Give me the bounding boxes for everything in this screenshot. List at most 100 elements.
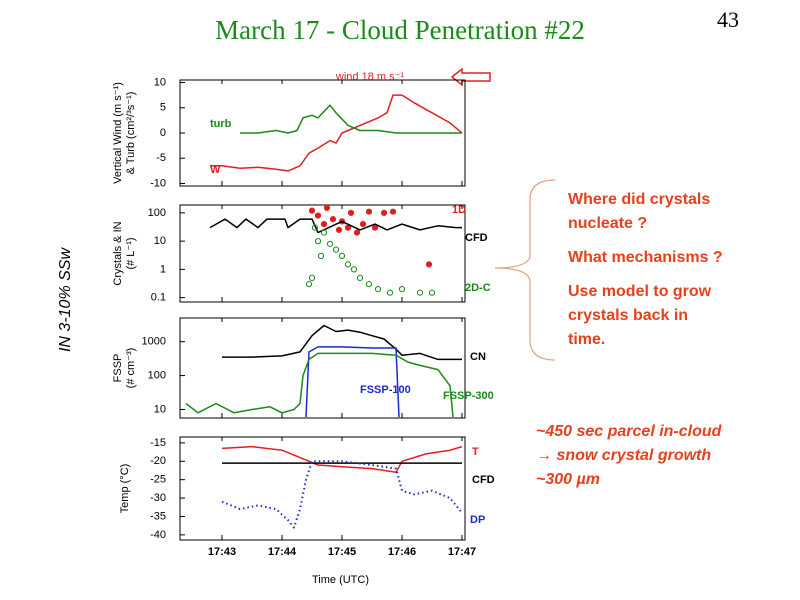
series-label: DP [470,514,485,526]
plot-frame [179,204,466,303]
y-tick-label: -20 [150,455,166,467]
data-point [320,221,328,228]
slide-title: March 17 - Cloud Penetration #22 [215,15,585,45]
data-point [338,252,346,259]
y-tick-label: -5 [156,152,166,164]
y-axis-label: FSSP [112,354,124,383]
data-point [428,289,436,296]
y-tick-label: -40 [150,529,166,541]
x-tick-label: 17:43 [208,546,236,558]
data-point [365,208,373,215]
data-point [314,212,322,219]
y-tick-label: 1000 [142,336,166,348]
y-tick-label: 10 [154,403,166,415]
series-line [221,445,463,474]
y-tick-label: 0 [160,127,166,139]
annotation: wind 18 m s⁻¹ [335,71,404,83]
data-point [386,289,394,296]
series-line [209,218,462,234]
series-line [221,460,463,529]
data-point [335,226,343,233]
y-tick-label: 10 [154,235,166,247]
data-point [320,229,328,236]
data-point [425,261,433,268]
y-tick-label: 5 [160,102,166,114]
x-tick-label: 17:46 [388,546,416,558]
data-point [374,286,382,293]
series-label: T [472,446,479,458]
note-line: ~450 sec parcel in-cloud [536,423,723,440]
data-point [332,246,340,253]
question-line: time. [568,331,605,348]
question-line: nucleate ? [568,215,647,232]
question-line: Where did crystals [568,191,710,208]
data-point [389,208,397,215]
data-point [305,281,313,288]
question-line: crystals back in [568,307,688,324]
question-line: Use model to grow [568,283,712,300]
y-axis-label: & Turb (cm²/³s⁻¹) [125,92,137,175]
series-label: FSSP-300 [443,390,494,402]
y-tick-label: -30 [150,492,166,504]
data-point [311,224,319,231]
y-tick-label: 10 [154,76,166,88]
series-label: 2D-C [465,282,491,294]
y-tick-label: 0.1 [151,292,166,304]
x-tick-label: 17:45 [328,546,356,558]
y-tick-label: 1 [160,263,166,275]
series-line [240,104,462,134]
data-point [371,224,379,231]
data-point [323,204,331,212]
series-line [222,324,462,361]
data-point [398,286,406,293]
data-point [308,207,316,214]
data-point [317,252,325,259]
data-point [380,209,388,216]
y-axis-label: Vertical Wind (m s⁻¹) [112,82,124,184]
y-tick-label: -25 [150,474,166,486]
series-label: CFD [465,232,488,244]
y-tick-label: -35 [150,510,166,522]
brace [494,179,556,361]
series-line [305,346,400,418]
x-tick-label: 17:47 [448,546,476,558]
plot-frame [179,317,466,419]
series-label: CN [470,351,486,363]
page-number: 43 [717,7,739,32]
data-point [347,209,355,216]
plot-frame [179,436,466,541]
data-point [350,266,358,273]
x-axis-label: Time (UTC) [312,574,369,586]
data-point [329,216,337,223]
series-line [210,94,463,172]
series-label: 1D [452,204,466,216]
y-axis-label: Crystals & IN [112,221,124,285]
question-line: What mechanisms ? [568,249,723,266]
y-tick-label: -15 [150,437,166,449]
data-point [314,238,322,245]
x-tick-label: 17:44 [268,546,297,558]
series-label: FSSP-100 [360,384,411,396]
y-axis-label: (# cm⁻³) [125,348,137,389]
series-label: CFD [472,474,495,486]
wind-arrow [450,67,491,87]
data-point [344,261,352,268]
series-label: W [210,164,221,176]
data-point [356,274,364,281]
note-line: → snow crystal growth [536,447,711,464]
series-line [185,352,454,418]
y-axis-label: Temp (°C) [119,464,131,514]
y-tick-label: -10 [150,177,166,189]
series-label: turb [210,118,232,130]
y-axis-label: (# L⁻¹) [125,237,137,269]
data-point [353,229,361,236]
data-point [326,240,334,247]
data-point [365,281,373,288]
y-tick-label: 100 [148,369,166,381]
data-point [308,274,316,281]
data-point [416,289,424,296]
y-tick-label: 100 [148,207,166,219]
data-point [359,221,367,228]
